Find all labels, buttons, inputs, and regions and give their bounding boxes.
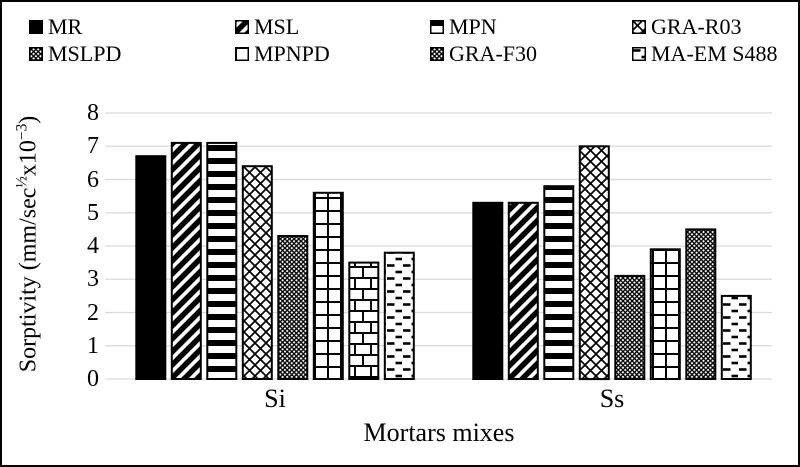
y-tick-3: 3 bbox=[87, 266, 99, 293]
y-tick-5: 5 bbox=[87, 199, 99, 226]
y-tick-0: 0 bbox=[87, 366, 99, 392]
y-axis-title-sup-exp: −3 bbox=[13, 123, 31, 141]
bars-group bbox=[135, 141, 752, 381]
bar-ss-gra-f30 bbox=[685, 228, 717, 380]
bar-ss-ma-em-s488 bbox=[720, 294, 752, 380]
legend-item-mpnpd: MPNPD bbox=[235, 41, 330, 66]
legend-swatch-rect bbox=[29, 20, 43, 34]
bar-ss-gra-r03 bbox=[578, 145, 610, 381]
bar-ss-mslpd bbox=[614, 274, 646, 380]
legend-swatch-rect bbox=[430, 47, 444, 61]
legend-label-mr: MR bbox=[48, 14, 83, 39]
legend-label-msl: MSL bbox=[254, 14, 300, 39]
legend-label-mpn: MPN bbox=[449, 14, 497, 39]
legend-swatch-mpn-icon bbox=[430, 20, 444, 34]
legend-swatch-rect bbox=[29, 47, 43, 61]
bar-ss-msl bbox=[507, 201, 539, 380]
legend-item-mr: MR bbox=[29, 14, 83, 39]
bar-si-mpnpd bbox=[312, 191, 344, 380]
legend-item-gra-f30: GRA-F30 bbox=[430, 41, 538, 66]
legend-label-gra-f30: GRA-F30 bbox=[449, 41, 538, 66]
legend-swatch-mr-icon bbox=[29, 20, 43, 34]
legend-label-mslpd: MSLPD bbox=[48, 41, 122, 66]
legend-swatch-gra-f30-icon bbox=[430, 47, 444, 61]
y-tick-4: 4 bbox=[87, 233, 99, 259]
legend-item-mslpd: MSLPD bbox=[29, 41, 122, 66]
bar-ss-mpn bbox=[543, 185, 575, 380]
legend-item-gra-r03: GRA-R03 bbox=[632, 14, 742, 39]
legend-label-gra-r03: GRA-R03 bbox=[651, 14, 742, 39]
bar-si-mslpd bbox=[277, 235, 309, 380]
legend-item-ma-em-s488: MA-EM S488 bbox=[632, 41, 778, 66]
legend-swatch-mpnpd-icon bbox=[235, 47, 249, 61]
legend-swatch-mslpd-icon bbox=[29, 47, 43, 61]
y-tick-1: 1 bbox=[87, 332, 99, 359]
legend-swatch-msl-icon bbox=[235, 20, 249, 34]
legend-item-mpn: MPN bbox=[430, 14, 497, 39]
y-tick-7: 7 bbox=[87, 133, 99, 160]
y-tick-2: 2 bbox=[87, 299, 99, 326]
legend-label-mpnpd: MPNPD bbox=[254, 41, 330, 66]
bar-si-ma-em-s488 bbox=[383, 251, 415, 380]
legend-swatch-rect bbox=[632, 47, 646, 61]
y-axis-title-sup-half: ½ bbox=[13, 176, 31, 188]
legend-swatch-ma-em-s488-icon bbox=[632, 47, 646, 61]
legend-swatch-gra-r03-icon bbox=[632, 20, 646, 34]
legend-swatch-rect bbox=[632, 20, 646, 34]
category-label-si: Si bbox=[264, 384, 286, 413]
bar-si-gra-r03 bbox=[241, 165, 273, 380]
y-tick-6: 6 bbox=[87, 166, 99, 193]
category-label-ss: Ss bbox=[599, 384, 625, 413]
bar-ss-mpnpd bbox=[649, 248, 681, 380]
y-axis-title-mid: x10 bbox=[15, 140, 42, 177]
bar-si-gra-f30 bbox=[348, 261, 380, 381]
bar-si-mr bbox=[135, 155, 167, 380]
legend-swatch-rect bbox=[235, 47, 249, 61]
y-axis-title-text: Sorptivity (mm/sec bbox=[15, 187, 42, 373]
bar-si-mpn bbox=[206, 141, 238, 380]
bar-ss-mr bbox=[472, 201, 504, 380]
y-tick-8: 8 bbox=[87, 100, 99, 126]
y-axis-title: Sorptivity (mm/sec½x10−3) bbox=[13, 115, 43, 373]
legend-swatch-rect bbox=[235, 20, 249, 34]
y-axis-title-close: ) bbox=[15, 115, 42, 124]
bar-si-msl bbox=[170, 141, 202, 380]
legend-swatch-rect bbox=[430, 20, 444, 34]
legend-item-msl: MSL bbox=[235, 14, 300, 39]
x-axis-title: Mortars mixes bbox=[363, 418, 515, 447]
legend-label-ma-em-s488: MA-EM S488 bbox=[651, 41, 778, 66]
